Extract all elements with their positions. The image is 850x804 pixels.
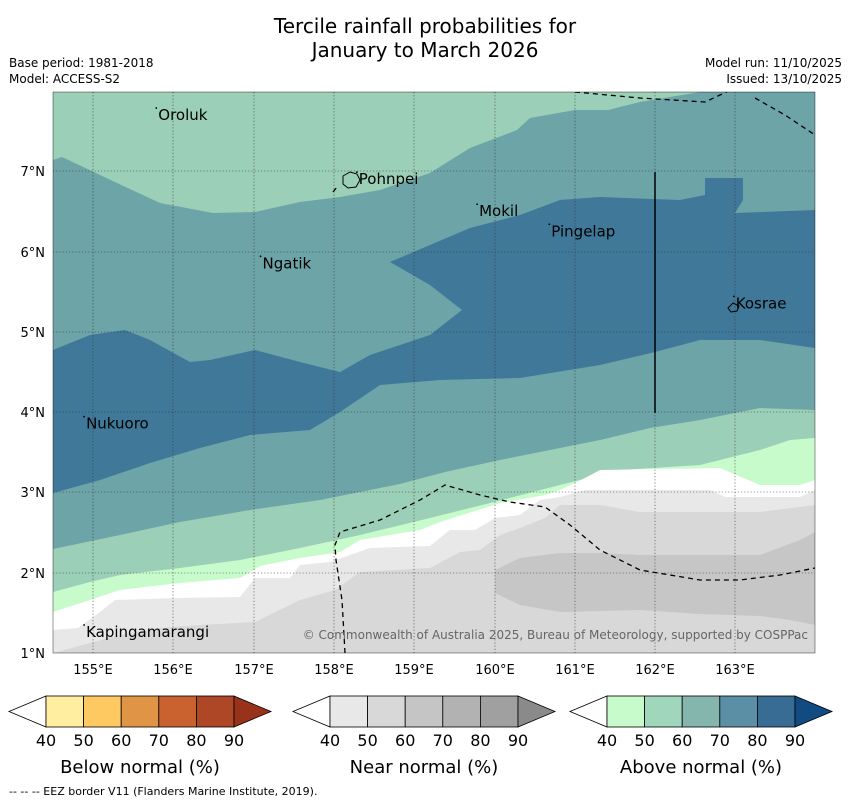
colorbar-segment <box>681 695 721 728</box>
colorbar-title: Below normal (%) <box>60 757 220 778</box>
lon-tick: 160°E <box>475 663 515 678</box>
colorbar-segment <box>606 695 645 728</box>
place-marker <box>548 223 551 226</box>
copyright-text: © Commonwealth of Australia 2025, Bureau… <box>303 628 808 642</box>
place-label-mokil: Mokil <box>479 202 518 220</box>
colorbar-tick-label: 60 <box>672 731 692 750</box>
colorbar-tick-label: 60 <box>395 731 415 750</box>
colorbar-tick-label: 90 <box>508 731 528 750</box>
colorbar-segment <box>404 695 444 728</box>
colorbar-tick-label: 60 <box>111 731 131 750</box>
place-marker <box>83 624 85 626</box>
lon-tick: 161°E <box>555 663 595 678</box>
lat-tick: 7°N <box>21 165 46 180</box>
place-label-kapingamarangi: Kapingamarangi <box>86 623 209 641</box>
field-above-70 <box>53 178 815 493</box>
colorbar-segment <box>442 695 481 728</box>
lat-tick: 4°N <box>21 406 46 421</box>
lat-tick: 6°N <box>21 246 46 261</box>
lon-tick: 158°E <box>314 663 354 678</box>
place-marker <box>83 415 85 418</box>
issued-date: Issued: 13/10/2025 <box>726 72 842 86</box>
probability-field <box>53 92 815 653</box>
colorbar-segment <box>367 695 406 728</box>
place-labels: Oroluk Pohnpei Mokil Pingelap Ngatik Kosrae Nu… <box>83 106 786 641</box>
lon-tick: 155°E <box>73 663 113 678</box>
colorbar-segment <box>644 695 683 728</box>
colorbar-tick-label: 70 <box>149 731 169 750</box>
colorbar-segment <box>719 695 758 728</box>
colorbar-max-arrow <box>517 695 557 728</box>
colorbar-tick-label: 90 <box>224 731 244 750</box>
place-marker <box>155 107 158 109</box>
colorbar-tick-label: 40 <box>597 731 617 750</box>
lat-tick: 1°N <box>21 647 46 662</box>
place-label-pingelap: Pingelap <box>551 222 615 240</box>
lon-axis: 155°E 156°E 157°E 158°E 159°E 160°E 161°… <box>73 663 755 678</box>
place-marker <box>476 203 479 206</box>
colorbar-segment <box>479 695 519 728</box>
colorbar-max-arrow <box>794 695 834 728</box>
map-frame <box>52 91 816 654</box>
colorbar-segment <box>329 695 368 728</box>
place-label-oroluk: Oroluk <box>158 106 207 124</box>
place-marker <box>259 255 262 258</box>
lon-tick: 156°E <box>153 663 193 678</box>
model-run: Model run: 11/10/2025 <box>704 56 842 70</box>
place-label-ngatik: Ngatik <box>263 254 312 272</box>
model-name: Model: ACCESS-S2 <box>9 72 121 86</box>
field-near-50 <box>53 505 815 653</box>
lat-tick: 3°N <box>21 486 46 501</box>
colorbar-segment <box>83 695 122 728</box>
colorbar-segment <box>195 695 235 728</box>
lon-tick: 157°E <box>234 663 274 678</box>
colorbar-segment <box>757 695 796 728</box>
pohnpei-island-icon <box>342 171 361 189</box>
place-label-kosrae: Kosrae <box>736 294 787 312</box>
title-line-2: January to March 2026 <box>311 38 539 62</box>
lat-tick: 5°N <box>21 326 46 341</box>
lon-tick: 162°E <box>635 663 675 678</box>
kosrae-island-icon <box>727 302 740 313</box>
lon-tick: 163°E <box>715 663 755 678</box>
colorbar-min-arrow <box>291 695 331 728</box>
eez-border <box>332 92 815 653</box>
colorbar-tick-label: 70 <box>710 731 730 750</box>
colorbar-title: Above normal (%) <box>620 757 782 778</box>
colorbar-tick-label: 80 <box>747 731 767 750</box>
colorbar-title: Near normal (%) <box>350 757 499 778</box>
colorbar-max-arrow <box>233 695 273 728</box>
colorbar-segment <box>45 695 84 728</box>
lon-tick: 159°E <box>394 663 434 678</box>
place-label-pohnpei: Pohnpei <box>359 170 419 188</box>
colorbar-near-normal: 40 50 60 70 80 90 Near normal (%) <box>291 695 557 778</box>
colorbar-tick-label: 40 <box>320 731 340 750</box>
lat-tick: 2°N <box>21 567 46 582</box>
colorbar-tick-label: 70 <box>433 731 453 750</box>
place-marker <box>732 295 735 298</box>
colorbar-tick-label: 90 <box>785 731 805 750</box>
colorbar-tick-label: 40 <box>36 731 56 750</box>
colorbar-tick-label: 50 <box>634 731 654 750</box>
colorbar-min-arrow <box>568 695 608 728</box>
lat-axis: 7°N 6°N 5°N 4°N 3°N 2°N 1°N <box>21 165 46 662</box>
place-label-nukuoro: Nukuoro <box>86 415 149 433</box>
colorbar-min-arrow <box>7 695 47 728</box>
colorbar-tick-label: 50 <box>73 731 93 750</box>
colorbar-tick-label: 80 <box>186 731 206 750</box>
colorbar-segment <box>120 695 160 728</box>
colorbar-segment <box>158 695 197 728</box>
eez-footnote: -- -- -- EEZ border V11 (Flanders Marine… <box>9 785 318 798</box>
base-period: Base period: 1981-2018 <box>9 56 154 70</box>
title-line-1: Tercile rainfall probabilities for <box>273 14 577 38</box>
graticule <box>53 92 815 653</box>
place-marker <box>355 171 358 174</box>
colorbar-tick-label: 50 <box>357 731 377 750</box>
colorbar-tick-label: 80 <box>470 731 490 750</box>
